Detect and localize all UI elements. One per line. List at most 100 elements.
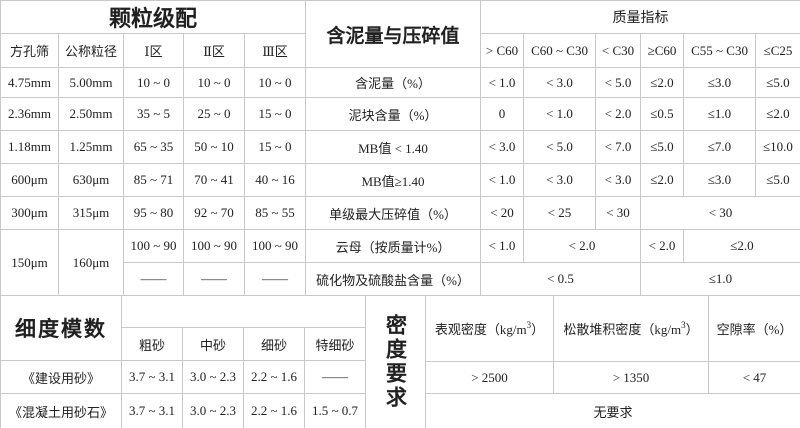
cell: 15 ~ 0	[243, 130, 307, 164]
cell: < 2.0	[640, 229, 684, 263]
cell: ≤5.0	[755, 163, 800, 197]
row-label-mud-content: 含泥量（%）	[305, 67, 481, 98]
gradation-table: 颗粒级配 方孔筛 公称粒径 Ⅰ区 Ⅱ区 Ⅲ区 4.75mm 5.00mm 10 …	[0, 0, 307, 296]
cell: 3.0 ~ 2.3	[182, 360, 244, 394]
cell: 3.7 ~ 3.1	[121, 393, 183, 428]
col-header-nominal-size: 公称粒径	[58, 33, 124, 68]
col-header-coarse-sand: 粗砂	[121, 327, 183, 361]
fineness-table: 细度模数 粗砂 中砂 细砂 特细砂 《建设用砂》 3.7 ~ 3.1 3.0 ~…	[0, 295, 366, 428]
cell: < 20	[480, 196, 524, 230]
header-text: ）	[685, 322, 699, 337]
cell: 300μm	[0, 196, 59, 230]
cell: ≤2.0	[640, 67, 684, 98]
cell-merged: ≤1.0	[640, 262, 800, 296]
cell: ——	[243, 262, 307, 296]
col-header-zone1: Ⅰ区	[123, 33, 184, 68]
col-header-apparent-density: 表观密度（kg/m3）	[425, 295, 554, 362]
cell: < 3.0	[595, 163, 641, 197]
cell: 40 ~ 16	[243, 163, 307, 197]
cell: > 2500	[425, 361, 554, 394]
density-title-cell: 密度要求	[365, 295, 425, 428]
cell: < 1.0	[480, 163, 524, 197]
cell: 95 ~ 80	[123, 196, 184, 230]
cell: 25 ~ 0	[183, 97, 245, 131]
cell: 3.0 ~ 2.3	[182, 393, 244, 428]
cell: 85 ~ 71	[123, 163, 184, 197]
cell: < 1.0	[480, 229, 524, 263]
cell: 100 ~ 90	[183, 229, 245, 263]
superscript: 3	[526, 319, 532, 330]
row-label-concrete-sand: 《混凝土用砂石》	[0, 393, 122, 428]
cell: 15 ~ 0	[243, 97, 307, 131]
cell: 315μm	[58, 196, 124, 230]
mud-crush-title: 含泥量与压碎值	[305, 0, 481, 68]
mud-crush-table: 含泥量与压碎值 含泥量（%） 泥块含量（%） MB值 < 1.40 MB值≥1.…	[305, 0, 481, 296]
header-text: 松散堆积密度（kg/m	[563, 322, 682, 337]
col-header-bulk-density: 松散堆积密度（kg/m3）	[553, 295, 709, 362]
cell: < 3.0	[523, 163, 596, 197]
cell-merged: < 2.0	[523, 229, 641, 263]
cell-merged: < 0.5	[480, 262, 641, 296]
col-header-c60-c30: C60 ~ C30	[523, 33, 596, 68]
cell-nominal-160: 160μm	[58, 229, 124, 296]
cell: 70 ~ 41	[183, 163, 245, 197]
cell: ≤0.5	[640, 97, 684, 131]
cell: ≤10.0	[755, 130, 800, 164]
cell: > 1350	[553, 361, 709, 394]
cell-merged: ≤2.0	[683, 229, 800, 263]
cell: 92 ~ 70	[183, 196, 245, 230]
quality-table: 质量指标 > C60 C60 ~ C30 < C30 ≥C60 C55 ~ C3…	[480, 0, 800, 296]
col-header-lt-c30: < C30	[595, 33, 641, 68]
cell: ≤5.0	[755, 67, 800, 98]
header-text: 空隙率（%）	[716, 322, 793, 337]
cell: 1.5 ~ 0.7	[304, 393, 366, 428]
header-text: 表观密度（kg/m	[434, 322, 527, 337]
empty-cell	[121, 295, 366, 328]
col-header-le-c25: ≤C25	[755, 33, 800, 68]
row-label-clay-lump: 泥块含量（%）	[305, 97, 481, 131]
cell: 4.75mm	[0, 67, 59, 98]
cell: < 5.0	[595, 67, 641, 98]
col-header-fine-sand: 细砂	[243, 327, 305, 361]
row-label-crush-value: 单级最大压碎值（%）	[305, 196, 481, 230]
col-header-zone2: Ⅱ区	[183, 33, 245, 68]
row-label-construction-sand: 《建设用砂》	[0, 360, 122, 394]
quality-title: 质量指标	[480, 0, 800, 34]
density-table: 表观密度（kg/m3） 松散堆积密度（kg/m3） 空隙率（%） > 2500 …	[425, 295, 800, 428]
cell: 1.18mm	[0, 130, 59, 164]
cell: < 30	[595, 196, 641, 230]
cell: 5.00mm	[58, 67, 124, 98]
row-label-mb-ge: MB值≥1.40	[305, 163, 481, 197]
col-header-gt-c60: > C60	[480, 33, 524, 68]
row-label-mica: 云母（按质量计%）	[305, 229, 481, 263]
cell: < 25	[523, 196, 596, 230]
density-title: 密度要求	[383, 313, 407, 410]
cell-sieve-150: 150μm	[0, 229, 59, 296]
cell: < 47	[708, 361, 800, 394]
cell: 2.2 ~ 1.6	[243, 360, 305, 394]
cell: 600μm	[0, 163, 59, 197]
cell: 10 ~ 0	[123, 67, 184, 98]
cell: ≤2.0	[755, 97, 800, 131]
cell: 1.25mm	[58, 130, 124, 164]
cell: ——	[304, 360, 366, 394]
cell: 2.50mm	[58, 97, 124, 131]
header-text: ）	[531, 322, 545, 337]
cell: 10 ~ 0	[243, 67, 307, 98]
cell: 50 ~ 10	[183, 130, 245, 164]
superscript: 3	[681, 319, 686, 330]
col-header-zone3: Ⅲ区	[243, 33, 307, 68]
row-label-sulfide: 硫化物及硫酸盐含量（%）	[305, 262, 481, 296]
cell: 3.7 ~ 3.1	[121, 360, 183, 394]
cell: 630μm	[58, 163, 124, 197]
col-header-medium-sand: 中砂	[182, 327, 244, 361]
row-label-mb-lt: MB值 < 1.40	[305, 130, 481, 164]
cell: ——	[183, 262, 245, 296]
cell: 100 ~ 90	[243, 229, 307, 263]
cell: 35 ~ 5	[123, 97, 184, 131]
col-header-void-ratio: 空隙率（%）	[708, 295, 800, 362]
cell: 65 ~ 35	[123, 130, 184, 164]
cell: 2.36mm	[0, 97, 59, 131]
cell: ≤1.0	[683, 97, 756, 131]
